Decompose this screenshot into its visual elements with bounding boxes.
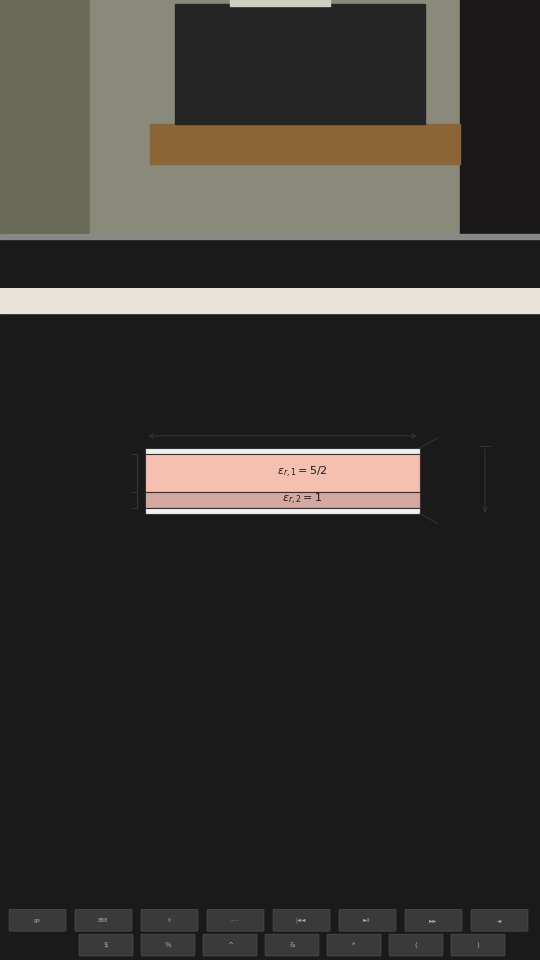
Text: the top plate.  Because many of the things I ask for in this problem are vectors: the top plate. Because many of the thing… xyxy=(42,373,461,383)
Text: ►II: ►II xyxy=(363,918,371,923)
Text: (e)  What is the bound volume charge density $\rho_b$ in each slab?: (e) What is the bound volume charge dens… xyxy=(22,598,330,612)
Text: $w$: $w$ xyxy=(277,422,288,433)
Text: $d/3$: $d/3$ xyxy=(106,493,124,506)
FancyBboxPatch shape xyxy=(339,909,396,931)
Bar xyxy=(145,492,420,508)
Text: ·····: ····· xyxy=(231,918,239,923)
Text: 3: 3 xyxy=(266,731,274,744)
FancyBboxPatch shape xyxy=(141,934,195,956)
Text: $q$: $q$ xyxy=(440,431,449,444)
Text: $\epsilon_{r,1} = 5/2$: $\epsilon_{r,1} = 5/2$ xyxy=(277,466,328,480)
Text: go: go xyxy=(33,918,40,923)
Text: ☼: ☼ xyxy=(166,918,171,923)
Text: ): ) xyxy=(477,942,480,948)
FancyBboxPatch shape xyxy=(79,934,133,956)
FancyBboxPatch shape xyxy=(405,909,462,931)
Bar xyxy=(460,0,540,254)
Bar xyxy=(90,0,540,254)
Bar xyxy=(175,4,425,124)
Text: $\boldsymbol{P}$ in each slab?: $\boldsymbol{P}$ in each slab? xyxy=(22,540,117,552)
FancyBboxPatch shape xyxy=(471,909,528,931)
FancyBboxPatch shape xyxy=(451,934,505,956)
Text: linear dielectric material.  Slab 1 has a dielectric constant $\epsilon_{r,1} = : linear dielectric material. Slab 1 has a… xyxy=(42,332,458,348)
FancyBboxPatch shape xyxy=(273,909,330,931)
FancyBboxPatch shape xyxy=(265,934,319,956)
FancyBboxPatch shape xyxy=(203,934,257,956)
Text: (b)  What is the potential across the plates?: (b) What is the potential across the pla… xyxy=(22,555,238,564)
FancyBboxPatch shape xyxy=(327,934,381,956)
Bar xyxy=(0,288,540,313)
Text: (d)  What is the magnitude of the bound surface charge density $\sigma_b$ in eac: (d) What is the magnitude of the bound s… xyxy=(22,584,419,598)
Text: the same length $\ell$ and width $w$.  A charge $q$ has been moved from the bott: the same length $\ell$ and width $w$. A … xyxy=(42,360,464,373)
FancyBboxPatch shape xyxy=(141,909,198,931)
Text: $\hat{x}$: $\hat{x}$ xyxy=(493,472,502,489)
Text: that the $\hat{x}$ direction is from the top plate to the bottom plate.: that the $\hat{x}$ direction is from the… xyxy=(42,388,343,404)
FancyBboxPatch shape xyxy=(9,909,66,931)
Text: $2d/3$: $2d/3$ xyxy=(97,467,121,479)
Bar xyxy=(0,236,540,254)
Bar xyxy=(230,0,330,6)
Text: 4.  The space between the plates of a parallel-plate capacitor is filled with tw: 4. The space between the plates of a par… xyxy=(22,318,450,327)
Text: of the system with no dielectrics (by what fraction does it change)?: of the system with no dielectrics (by wh… xyxy=(22,627,374,636)
Text: $: $ xyxy=(104,942,108,948)
Text: *: * xyxy=(352,942,356,948)
Text: 888: 888 xyxy=(98,918,108,923)
Text: %: % xyxy=(165,942,171,948)
Bar xyxy=(0,0,90,254)
Bar xyxy=(0,234,540,239)
Bar xyxy=(150,124,460,164)
Text: (f)  What is the capacitance of this system?  How does it compare to the capacit: (f) What is the capacitance of this syst… xyxy=(22,612,441,622)
Text: ^: ^ xyxy=(227,942,233,948)
Text: (: ( xyxy=(415,942,417,948)
FancyBboxPatch shape xyxy=(75,909,132,931)
Text: (a)  What are the electric field $\boldsymbol{E}$, the electric displacement $\b: (a) What are the electric field $\boldsy… xyxy=(22,526,428,540)
Text: $-q$: $-q$ xyxy=(440,516,459,531)
Text: $\epsilon_{r,2} = 1$: $\epsilon_{r,2} = 1$ xyxy=(282,492,322,507)
Text: ►►: ►► xyxy=(429,918,437,923)
Text: ◄: ◄ xyxy=(497,918,501,923)
Text: (c)  What is the magnitude of the free surface charge density $\sigma_f$ on the : (c) What is the magnitude of the free su… xyxy=(22,569,410,583)
FancyBboxPatch shape xyxy=(207,909,264,931)
Bar xyxy=(145,447,420,454)
Bar xyxy=(145,508,420,514)
Bar xyxy=(145,454,420,492)
Text: $2d/3$.  Slab 2 has a dielectric constant of $\epsilon_{r,2} = 1$ and a thicknes: $2d/3$. Slab 2 has a dielectric constant… xyxy=(42,346,475,361)
FancyBboxPatch shape xyxy=(389,934,443,956)
Text: |◄◄: |◄◄ xyxy=(296,918,306,923)
Text: &: & xyxy=(289,942,295,948)
